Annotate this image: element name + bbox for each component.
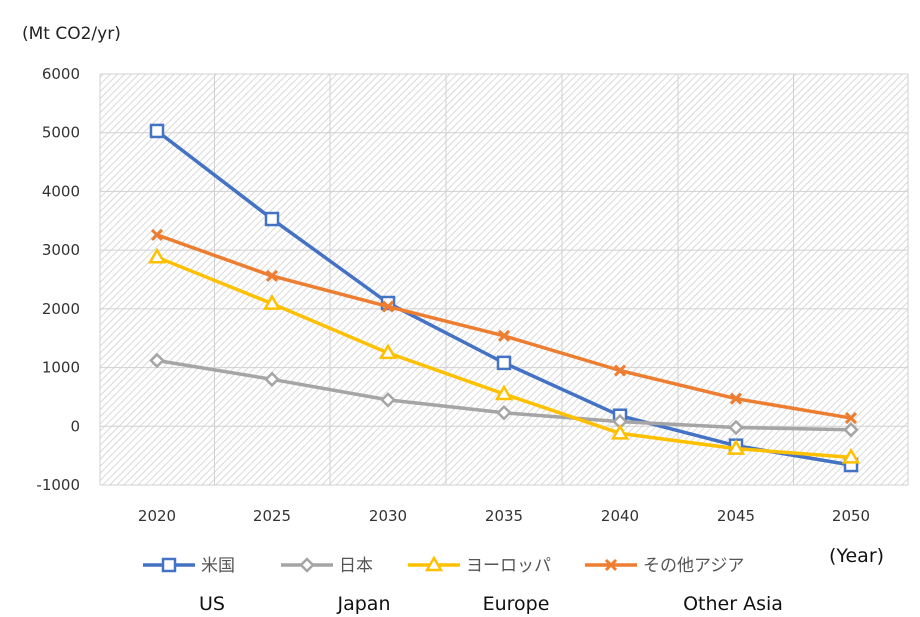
series-other-asia (150, 228, 858, 425)
legend-label: ヨーロッパ (466, 556, 551, 576)
point-marker-stroke (265, 269, 279, 283)
point-marker (380, 392, 396, 408)
legend-item: その他アジア Other Asia (585, 556, 783, 615)
point-marker (843, 422, 859, 438)
point-marker (161, 557, 177, 573)
point-marker (265, 269, 279, 283)
series-europe (147, 247, 861, 464)
legend-label: 米国 (201, 556, 235, 576)
point-marker (150, 228, 164, 241)
x-tick-label: 2025 (253, 507, 291, 525)
point-marker (264, 211, 280, 227)
legend-label: その他アジア (643, 556, 744, 576)
x-tick-label: 2035 (485, 507, 523, 525)
point-marker (381, 300, 395, 313)
point-marker (841, 447, 861, 464)
point-marker-stroke (381, 300, 395, 313)
x-tick-label: 2030 (369, 507, 407, 525)
y-axis-label: (Mt CO2/yr) (22, 24, 121, 44)
legend-item: 米国 US (143, 556, 235, 615)
y-axis-ticks: -1000 0 1000 2000 3000 4000 5000 6000 (36, 65, 80, 494)
legend-item: ヨーロッパ Europe (408, 555, 551, 615)
y-tick-label: 2000 (42, 300, 80, 318)
point-marker (726, 439, 746, 455)
point-marker (149, 123, 165, 139)
y-tick-label: 3000 (42, 241, 80, 259)
y-tick-label: 6000 (42, 65, 80, 83)
point-marker (264, 371, 280, 388)
plot-area (100, 74, 908, 485)
y-tick-label: 1000 (42, 359, 80, 377)
x-tick-label: 2040 (601, 507, 639, 525)
x-tick-label: 2050 (832, 507, 870, 525)
point-marker-stroke (729, 392, 743, 405)
legend-label-english: Japan (337, 593, 391, 615)
point-marker-stroke (604, 558, 618, 572)
legend-label-english: Europe (483, 593, 550, 615)
series-group (147, 123, 861, 473)
x-tick-label: 2045 (717, 507, 755, 525)
point-marker-stroke (613, 364, 627, 377)
x-axis-ticks: 2020 2025 2030 2035 2040 2045 2050 (138, 507, 870, 525)
x-axis-label: (Year) (829, 545, 884, 567)
y-tick-label: -1000 (36, 476, 80, 494)
point-marker (299, 557, 315, 573)
legend-item: 日本 Japan (281, 556, 391, 615)
point-marker (494, 384, 514, 401)
point-marker (729, 392, 743, 405)
legend: 米国 US 日本 Japan ヨーロッパ Europe その他アジア Other Asia (143, 555, 783, 615)
y-tick-label: 4000 (42, 182, 80, 200)
legend-label: 日本 (339, 556, 373, 576)
point-marker-stroke (150, 228, 164, 241)
point-marker (149, 352, 165, 369)
y-tick-label: 0 (70, 417, 80, 435)
point-marker (728, 419, 744, 436)
point-marker (496, 355, 512, 371)
point-marker (424, 555, 444, 572)
point-marker (613, 364, 627, 377)
point-marker (147, 247, 167, 264)
legend-label-english: US (199, 593, 225, 615)
point-marker (497, 329, 511, 342)
point-marker (262, 294, 282, 310)
x-tick-label: 2020 (138, 507, 176, 525)
point-marker (378, 343, 398, 360)
point-marker-stroke (497, 329, 511, 342)
legend-label-english: Other Asia (683, 593, 783, 615)
point-marker (844, 412, 858, 425)
point-marker (496, 405, 512, 421)
point-marker (604, 558, 618, 572)
point-marker (610, 423, 630, 440)
y-tick-label: 5000 (42, 124, 80, 142)
series-japan (149, 352, 859, 438)
point-marker-stroke (844, 412, 858, 425)
